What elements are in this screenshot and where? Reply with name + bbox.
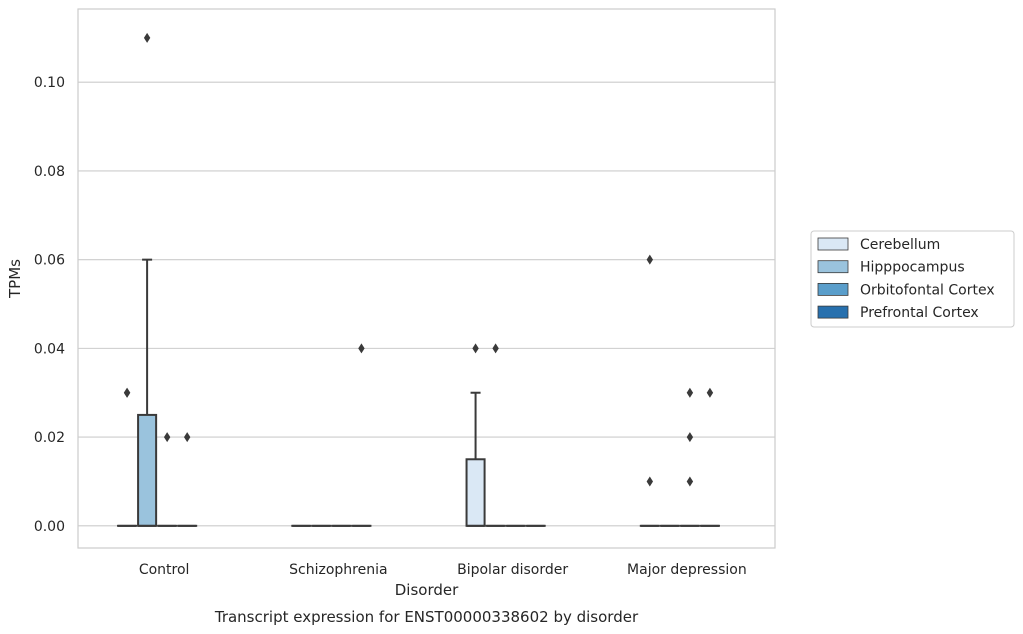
figure-caption: Transcript expression for ENST0000033860…	[214, 608, 639, 626]
y-tick-label: 0.08	[34, 164, 65, 180]
x-tick-label: Bipolar disorder	[457, 562, 568, 578]
box-cerebellum	[465, 391, 486, 527]
outlier-point	[163, 432, 171, 443]
legend-label: Cerebellum	[860, 237, 940, 253]
outlier-point	[358, 343, 365, 354]
box-series	[117, 258, 720, 527]
legend-swatch	[817, 260, 849, 274]
legend-label: Prefrontal Cortex	[860, 305, 979, 321]
y-tick-label: 0.02	[34, 430, 65, 446]
y-tick-labels: 0.00 0.02 0.04 0.06 0.08 0.10	[34, 75, 65, 535]
x-axis-label: Disorder	[395, 581, 459, 599]
y-tick-label: 0.00	[34, 519, 65, 535]
box-hipppocampus	[137, 258, 158, 527]
y-tick-label: 0.10	[34, 75, 65, 91]
outlier-point	[143, 32, 151, 43]
y-tick-label: 0.06	[34, 253, 65, 269]
legend-swatch	[817, 282, 849, 296]
outlier-points	[123, 32, 714, 487]
box-body	[465, 458, 486, 527]
x-tick-labels: Control Schizophrenia Bipolar disorder Majo…	[139, 562, 747, 578]
x-tick-label: Control	[139, 562, 190, 578]
legend-label: Orbitofontal Cortex	[860, 282, 995, 298]
legend-label: Hipppocampus	[860, 260, 965, 276]
outlier-point	[686, 432, 694, 443]
outlier-point	[686, 476, 694, 487]
outlier-point	[183, 432, 191, 443]
outlier-point	[492, 343, 499, 354]
legend: Cerebellum Hipppocampus Orbitofontal Corte…	[810, 230, 1015, 328]
legend-swatch	[817, 237, 849, 251]
outlier-point	[706, 387, 714, 398]
outlier-point	[646, 254, 654, 265]
x-tick-label: Schizophrenia	[289, 562, 387, 578]
legend-swatch	[817, 305, 849, 319]
y-axis-label: TPMs	[6, 259, 24, 299]
outlier-point	[472, 343, 479, 354]
legend-frame	[810, 230, 1015, 328]
outlier-point	[646, 476, 654, 487]
y-tick-label: 0.04	[34, 341, 65, 357]
plot-background	[77, 8, 776, 549]
outlier-point	[123, 387, 131, 398]
box-body	[137, 413, 158, 527]
x-tick-label: Major depression	[627, 562, 747, 578]
outlier-point	[686, 387, 694, 398]
